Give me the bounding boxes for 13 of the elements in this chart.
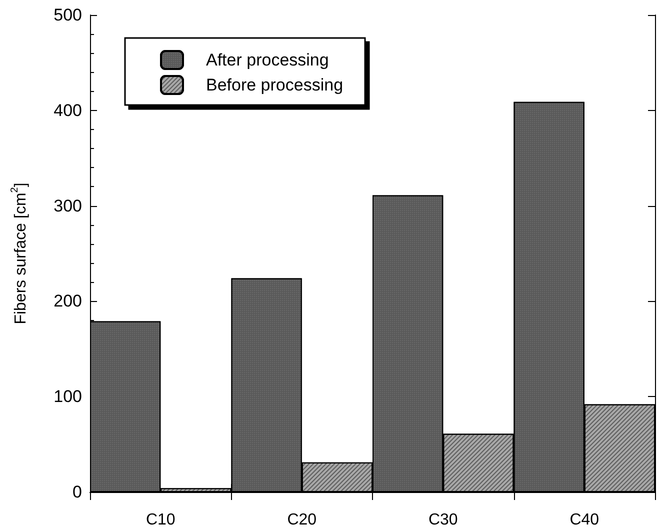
x-tick-label: C40 [570,512,600,528]
y-tick-label: 300 [54,196,82,216]
x-tick-label: C10 [146,512,176,528]
y-tick-label: 400 [54,100,82,120]
x-tick-label: C20 [287,512,317,528]
legend-label: Before processing [206,76,344,94]
y-axis-title: Fibers surface [cm2] [10,182,30,324]
x-tick-label: C30 [428,512,458,528]
y-tick-label: 0 [72,482,82,502]
y-tick-label: 200 [54,292,82,311]
y-tick-label: 100 [54,387,82,406]
y-tick-label: 500 [54,6,82,24]
legend-label: After processing [206,50,329,70]
